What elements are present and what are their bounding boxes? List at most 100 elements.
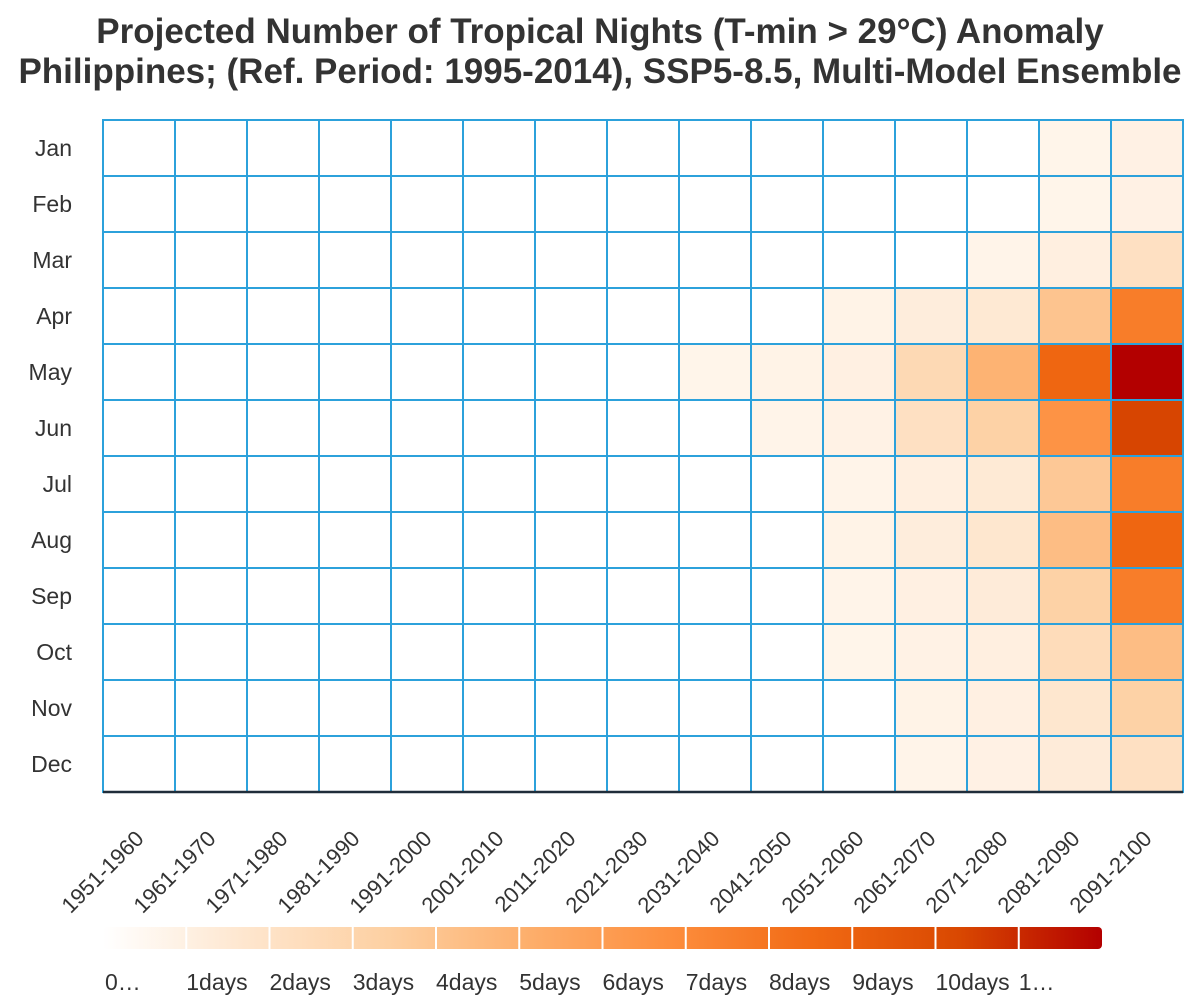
colorbar-tick-label: 10days: [936, 969, 1010, 995]
heatmap-cell: May 2081-2090: 8: [1038, 343, 1112, 401]
heatmap-cell: Dec 2011-2020: 0: [534, 735, 608, 793]
heatmap-cell: Nov 2091-2100: 3: [1110, 679, 1184, 737]
heatmap-cell: Aug 1951-1960: 0: [102, 511, 176, 569]
heatmap-cell: Feb 1981-1990: 0: [318, 175, 392, 233]
heatmap-cell: May 1991-2000: 0: [390, 343, 464, 401]
heatmap-cell: Dec 2001-2010: 0: [462, 735, 536, 793]
heatmap-cell: Apr 2091-2100: 7: [1110, 287, 1184, 345]
heatmap-cell: May 1981-1990: 0: [318, 343, 392, 401]
heatmap-cell: Jan 2081-2090: 0.05: [1038, 119, 1112, 177]
heatmap-cell: Apr 2041-2050: 0: [750, 287, 824, 345]
heatmap-cell: Sep 2081-2090: 3: [1038, 567, 1112, 625]
heatmap-cell: Sep 1961-1970: 0: [174, 567, 248, 625]
heatmap-cell: Jan 1971-1980: 0: [246, 119, 320, 177]
heatmap-cell: Apr 2001-2010: 0: [462, 287, 536, 345]
heatmap-cell: May 2031-2040: 0.05: [678, 343, 752, 401]
heatmap-cell: Dec 2051-2060: 0: [822, 735, 896, 793]
heatmap-cell: Sep 2061-2070: 0.5: [894, 567, 968, 625]
heatmap-cell: Sep 2041-2050: 0: [750, 567, 824, 625]
heatmap-cell: Feb 2071-2080: 0: [966, 175, 1040, 233]
heatmap-cell: Oct 1961-1970: 0: [174, 623, 248, 681]
heatmap-cell: Mar 2031-2040: 0: [678, 231, 752, 289]
heatmap-cell: Jul 2021-2030: 0: [606, 455, 680, 513]
heatmap-cell: Oct 2041-2050: 0: [750, 623, 824, 681]
heatmap-cell: Mar 1991-2000: 0: [390, 231, 464, 289]
heatmap-cell: Jan 1951-1960: 0: [102, 119, 176, 177]
heatmap-cell: Mar 2001-2010: 0: [462, 231, 536, 289]
y-tick-label: Jan: [35, 135, 72, 161]
heatmap-cell: Jul 1961-1970: 0: [174, 455, 248, 513]
heatmap-cell: May 2071-2080: 4.5: [966, 343, 1040, 401]
heatmap-cell: Feb 2011-2020: 0: [534, 175, 608, 233]
heatmap-cell: Aug 2031-2040: 0: [678, 511, 752, 569]
y-tick-label: Oct: [36, 639, 72, 665]
heatmap-cell: Jul 2081-2090: 3.5: [1038, 455, 1112, 513]
heatmap-cell: Dec 2061-2070: 0.1: [894, 735, 968, 793]
heatmap-cell: Jun 1991-2000: 0: [390, 399, 464, 457]
heatmap-cell: Apr 2071-2080: 1.3: [966, 287, 1040, 345]
heatmap-cell: Mar 2081-2090: 0.6: [1038, 231, 1112, 289]
y-tick-label: Feb: [32, 191, 72, 217]
heatmap-cell: Jan 1991-2000: 0: [390, 119, 464, 177]
heatmap-cell: Feb 2021-2030: 0: [606, 175, 680, 233]
heatmap-cell: Apr 2061-2070: 0.8: [894, 287, 968, 345]
heatmap-cell: Feb 2061-2070: 0: [894, 175, 968, 233]
heatmap-cell: Sep 1951-1960: 0: [102, 567, 176, 625]
heatmap-cell: Mar 1971-1980: 0: [246, 231, 320, 289]
colorbar-tick-label: 4days: [436, 969, 497, 995]
heatmap-cell: Feb 2001-2010: 0: [462, 175, 536, 233]
heatmap-cell: Sep 1971-1980: 0: [246, 567, 320, 625]
heatmap-cell: Apr 1991-2000: 0: [390, 287, 464, 345]
heatmap-cell: Jul 1981-1990: 0: [318, 455, 392, 513]
heatmap-cell: Nov 2081-2090: 1.5: [1038, 679, 1112, 737]
heatmap-cell: Jun 2051-2060: 0.3: [822, 399, 896, 457]
heatmap-cell: Jun 2011-2020: 0: [534, 399, 608, 457]
heatmap-cell: Oct 2091-2100: 4: [1110, 623, 1184, 681]
heatmap-cell: Jan 2091-2100: 0.4: [1110, 119, 1184, 177]
heatmap-cell: Sep 2051-2060: 0.1: [822, 567, 896, 625]
heatmap-cell: Jun 2021-2030: 0: [606, 399, 680, 457]
heatmap-cell: Jul 2051-2060: 0.1: [822, 455, 896, 513]
heatmap-cell: May 1951-1960: 0: [102, 343, 176, 401]
heatmap-cell: Aug 2061-2070: 0.8: [894, 511, 968, 569]
heatmap-cell: Mar 1951-1960: 0: [102, 231, 176, 289]
heatmap-cell: Jan 2011-2020: 0: [534, 119, 608, 177]
heatmap-cell: Oct 2001-2010: 0: [462, 623, 536, 681]
heatmap-cell: Jun 1951-1960: 0: [102, 399, 176, 457]
colorbar-tick-label: 0…: [105, 969, 141, 995]
heatmap-cell: Apr 2051-2060: 0.2: [822, 287, 896, 345]
heatmap-cell: Jun 1971-1980: 0: [246, 399, 320, 457]
heatmap-cell: Aug 2081-2090: 4: [1038, 511, 1112, 569]
heatmap-cell: Aug 2071-2080: 1.5: [966, 511, 1040, 569]
heatmap-cell: Jun 2031-2040: 0: [678, 399, 752, 457]
y-tick-label: Apr: [36, 303, 72, 329]
heatmap-cell: Sep 2091-2100: 7: [1110, 567, 1184, 625]
colorbar-tick-label: 9days: [852, 969, 913, 995]
heatmap-cell: Aug 1981-1990: 0: [318, 511, 392, 569]
heatmap-cell: Jul 1951-1960: 0: [102, 455, 176, 513]
heatmap-cell: Feb 2031-2040: 0: [678, 175, 752, 233]
chart-title: Projected Number of Tropical Nights (T-m…: [96, 12, 1104, 51]
y-tick-label: Jun: [35, 415, 72, 441]
y-tick-label: Sep: [31, 583, 72, 609]
heatmap-cell: Oct 2021-2030: 0: [606, 623, 680, 681]
colorbar-tick-label: 3days: [353, 969, 414, 995]
chart-title-block: Projected Number of Tropical Nights (T-m…: [0, 10, 1200, 95]
heatmap-cell: Nov 2011-2020: 0: [534, 679, 608, 737]
heatmap-cell: Nov 1951-1960: 0: [102, 679, 176, 737]
heatmap-cell: Oct 2071-2080: 0.6: [966, 623, 1040, 681]
heatmap-cell: Sep 2021-2030: 0: [606, 567, 680, 625]
heatmap-cell: Mar 2011-2020: 0: [534, 231, 608, 289]
heatmap-cell: Aug 2051-2060: 0.2: [822, 511, 896, 569]
chart-subtitle: Philippines; (Ref. Period: 1995-2014), S…: [18, 52, 1182, 91]
heatmap-cell: Jul 2071-2080: 1.2: [966, 455, 1040, 513]
heatmap-cell: Dec 1951-1960: 0: [102, 735, 176, 793]
y-tick-label: May: [29, 359, 73, 385]
heatmap-cell: Sep 2001-2010: 0: [462, 567, 536, 625]
heatmap-cell: Jan 2031-2040: 0: [678, 119, 752, 177]
heatmap-cell: May 2041-2050: 0.2: [750, 343, 824, 401]
heatmap-cell: Mar 2051-2060: 0: [822, 231, 896, 289]
heatmap-cell: Nov 1971-1980: 0: [246, 679, 320, 737]
heatmap-cell: Dec 1971-1980: 0: [246, 735, 320, 793]
